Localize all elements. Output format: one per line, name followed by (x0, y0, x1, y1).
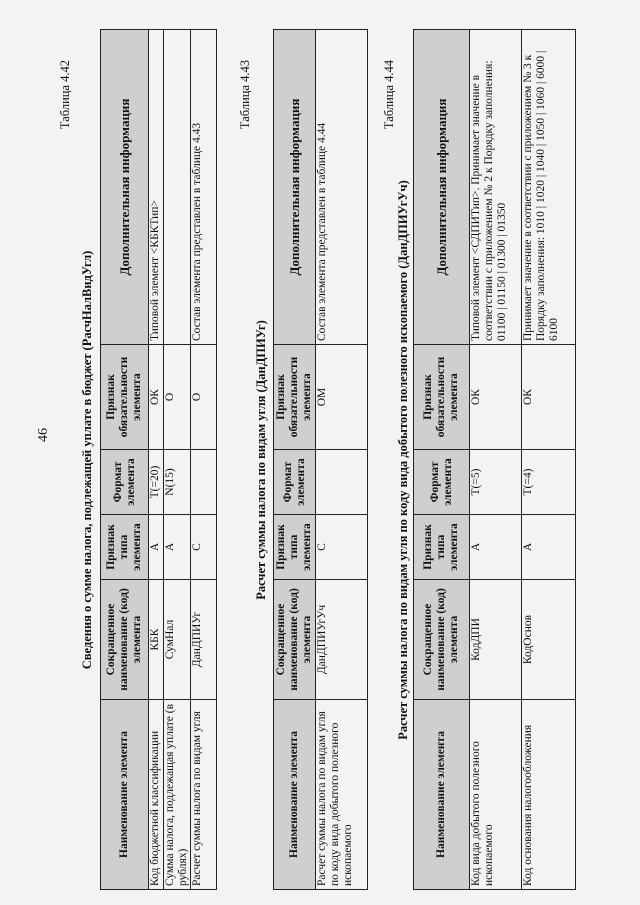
cell-info: Типовой элемент <СДПИТип>. Принимает зна… (469, 29, 522, 345)
cell-format: T(=20) (148, 449, 164, 515)
column-header: Наименование элемента (100, 699, 149, 890)
header-row: Наименование элемента Сокращенное наимено… (100, 29, 149, 890)
cell-code: ДанДПИУгУч (315, 579, 368, 700)
table-row: Код основания налогообложения КодОснов А T(… (521, 29, 576, 890)
cell-name: Расчет суммы налога по видам угля (190, 699, 217, 890)
table-title: Сведения о сумме налога, подлежащей упла… (80, 250, 94, 670)
cell-name: Код бюджетной классификации (148, 699, 164, 890)
table-4-44: Наименование элемента Сокращенное наимено… (413, 29, 576, 890)
column-header: Дополнительная информация (413, 29, 470, 345)
cell-required: О (163, 344, 191, 450)
cell-name: Код основания налогообложения (521, 699, 576, 890)
cell-type: А (469, 514, 522, 580)
cell-type: А (521, 514, 576, 580)
cell-info: Состав элемента представлен в таблице 4.… (315, 29, 368, 345)
table-row: Код бюджетной классификации КБК А T(=20) ОК Т… (148, 29, 164, 890)
column-header: Признак обязательности элемента (100, 344, 149, 450)
cell-required: ОК (521, 344, 576, 450)
column-header: Формат элемента (273, 449, 316, 515)
cell-required: ОК (469, 344, 522, 450)
cell-format: N(15) (163, 449, 191, 515)
cell-info: Состав элемента представлен в таблице 4.… (190, 29, 217, 345)
cell-required: ОК (148, 344, 164, 450)
cell-info: Типовой элемент <КБКТип> (148, 29, 164, 345)
column-header: Наименование элемента (273, 699, 316, 890)
column-header: Сокращенное наименование (код) элемента (413, 579, 470, 700)
cell-format: T(=4) (521, 449, 576, 515)
table-label: Таблица 4.44 (382, 60, 396, 130)
cell-format (190, 449, 217, 515)
table-4-43: Наименование элемента Сокращенное наимено… (273, 29, 368, 890)
column-header: Признак типа элемента (413, 514, 470, 580)
column-header: Признак обязательности элемента (413, 344, 470, 450)
column-header: Дополнительная информация (273, 29, 316, 345)
cell-info: Принимает значение в соответствии с прил… (521, 29, 576, 345)
table-label: Таблица 4.42 (58, 60, 72, 130)
column-header: Признак типа элемента (100, 514, 149, 580)
header-row: Наименование элемента Сокращенное наимено… (413, 29, 470, 890)
column-header: Сокращенное наименование (код) элемента (100, 579, 149, 700)
cell-format: T(=5) (469, 449, 522, 515)
cell-code: КодОснов (521, 579, 576, 700)
cell-format (315, 449, 368, 515)
cell-required: ОМ (315, 344, 368, 450)
column-header: Наименование элемента (413, 699, 470, 890)
cell-type: А (148, 514, 164, 580)
table-row: Код вида добытого полезного ископаемого К… (469, 29, 522, 890)
table-title: Расчет суммы налога по видам угля (ДанДП… (254, 320, 268, 600)
column-header: Формат элемента (413, 449, 470, 515)
cell-code: ДанДПИУг (190, 579, 217, 700)
cell-code: СумНал (163, 579, 191, 700)
cell-name: Расчет суммы налога по видам угля по код… (315, 699, 368, 890)
column-header: Формат элемента (100, 449, 149, 515)
table-row: Расчет суммы налога по видам угля ДанДПИУ… (190, 29, 217, 890)
cell-name: Код вида добытого полезного ископаемого (469, 699, 522, 890)
column-header: Признак обязательности элемента (273, 344, 316, 450)
cell-type: А (163, 514, 191, 580)
cell-code: КБК (148, 579, 164, 700)
table-label: Таблица 4.43 (238, 60, 252, 130)
column-header: Признак типа элемента (273, 514, 316, 580)
column-header: Сокращенное наименование (код) элемента (273, 579, 316, 700)
table-row: Расчет суммы налога по видам угля по код… (315, 29, 368, 890)
page-number: 46 (36, 428, 51, 442)
header-row: Наименование элемента Сокращенное наимено… (273, 29, 316, 890)
cell-name: Сумма налога, подлежащая уплате (в рубля… (163, 699, 191, 890)
table-title: Расчет суммы налога по видам угля по код… (396, 180, 410, 740)
cell-required: О (190, 344, 217, 450)
cell-info (163, 29, 191, 345)
column-header: Дополнительная информация (100, 29, 149, 345)
table-row: Сумма налога, подлежащая уплате (в рубля… (163, 29, 191, 890)
cell-code: КодДПИ (469, 579, 522, 700)
cell-type: С (190, 514, 217, 580)
cell-type: С (315, 514, 368, 580)
table-4-42: Наименование элемента Сокращенное наимено… (100, 29, 217, 890)
